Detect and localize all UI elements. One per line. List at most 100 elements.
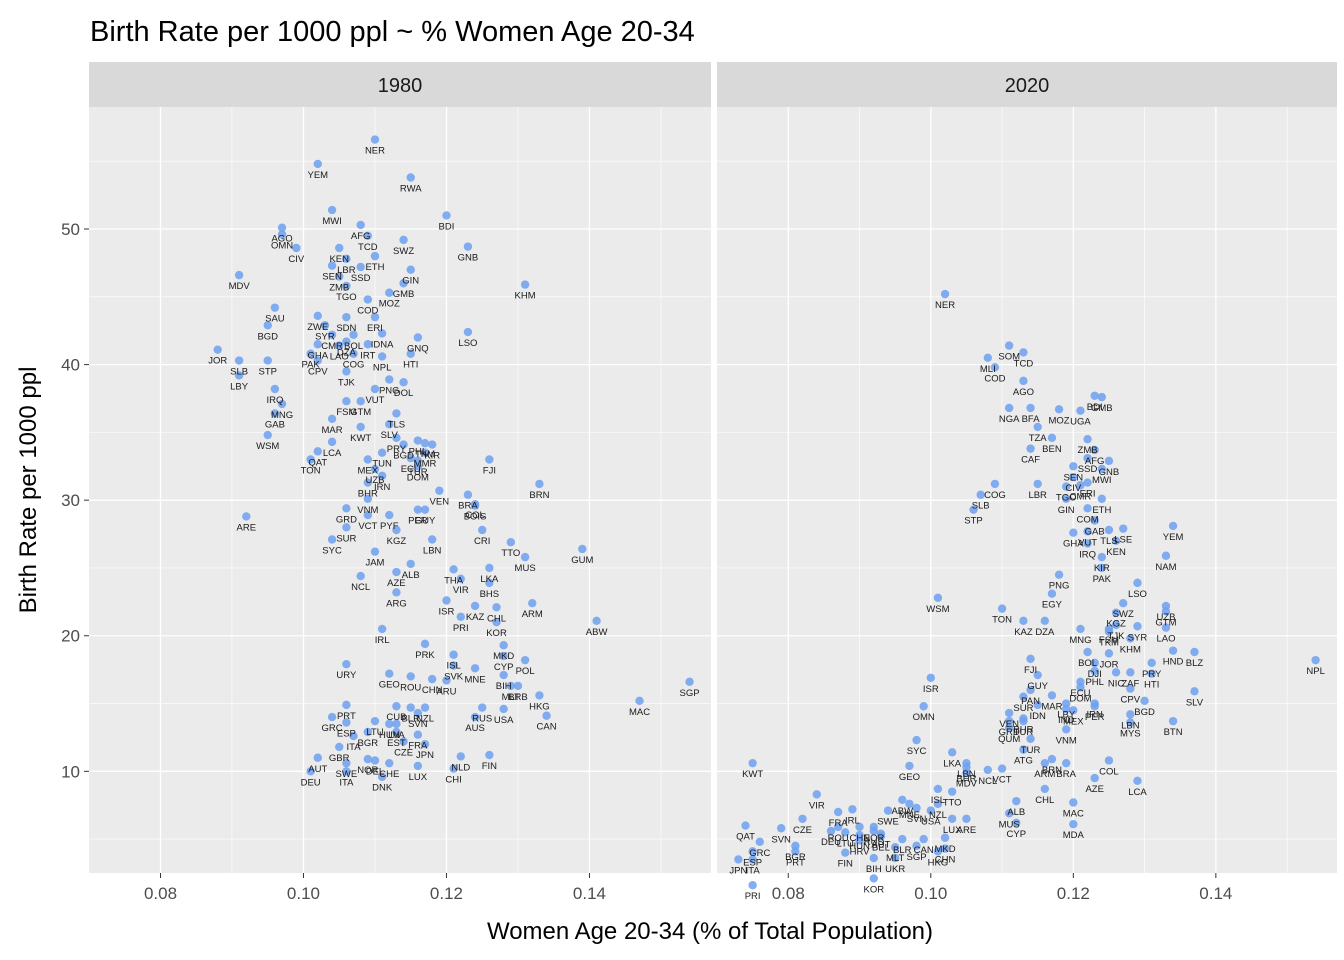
data-point <box>356 220 365 230</box>
data-point <box>449 650 458 659</box>
data-point <box>1069 798 1078 807</box>
point-label: GBR <box>329 753 350 764</box>
point-label: IRN <box>374 482 391 493</box>
point-label: NIC <box>1108 678 1125 689</box>
point-label: GRD <box>999 727 1020 738</box>
data-point <box>869 853 878 863</box>
point-label: COG <box>343 360 365 371</box>
point-label: CHI <box>445 775 461 786</box>
strip-label-1980: 1980 <box>378 75 423 97</box>
point-label: MAR <box>322 425 343 436</box>
data-point <box>370 312 380 322</box>
data-point <box>485 455 494 464</box>
data-point <box>912 735 921 745</box>
data-point <box>1097 563 1107 573</box>
point-label: KIR <box>424 451 440 462</box>
data-point <box>542 711 551 720</box>
point-label: MNE <box>899 810 920 821</box>
point-label: LTU <box>837 838 854 849</box>
point-label: GUM <box>571 555 593 566</box>
point-label: ITA <box>339 777 354 788</box>
point-label: YEM <box>1163 532 1184 543</box>
data-point <box>869 874 878 883</box>
point-label: ZAF <box>1121 678 1139 689</box>
data-point <box>420 448 430 457</box>
point-label: FSM <box>1099 635 1119 646</box>
point-label: MAR <box>1041 701 1062 712</box>
point-label: CMR <box>321 341 343 352</box>
data-point <box>1104 627 1114 636</box>
point-label: ABW <box>891 806 913 817</box>
data-point <box>349 330 358 339</box>
data-point <box>1097 464 1107 474</box>
point-label: BOL <box>344 341 363 352</box>
point-label: PRT <box>337 711 356 722</box>
point-label: CHN <box>935 855 956 866</box>
data-point <box>420 639 430 649</box>
point-label: VNM <box>357 505 378 516</box>
point-label: AFG <box>351 231 371 242</box>
point-label: VCT <box>358 521 377 532</box>
point-label: TTO <box>943 798 962 809</box>
point-label: UKR <box>885 864 905 875</box>
y-tick-label: 50 <box>61 220 80 239</box>
data-point <box>1069 706 1078 715</box>
point-label: JOR <box>1099 659 1118 670</box>
point-label: SGP <box>680 688 700 699</box>
point-label: GUY <box>1027 681 1048 692</box>
data-point <box>833 822 843 832</box>
data-point <box>270 303 280 312</box>
data-point <box>1026 654 1035 663</box>
point-label: SVN <box>408 719 428 730</box>
point-label: AUT <box>308 764 327 775</box>
data-point <box>313 340 322 349</box>
data-point <box>997 764 1007 773</box>
point-label: TGO <box>336 292 357 303</box>
data-point <box>463 490 473 499</box>
point-label: BHR <box>1013 724 1033 735</box>
data-point <box>776 824 786 833</box>
point-label: GHA <box>1063 539 1084 550</box>
point-label: PER <box>1085 712 1105 723</box>
y-axis: 10 20 30 40 50 <box>61 220 89 781</box>
point-label: IRN <box>1087 710 1104 721</box>
point-label: SVK <box>444 672 464 683</box>
data-point <box>463 327 473 337</box>
data-point <box>356 422 365 432</box>
point-label: FJI <box>1024 665 1037 676</box>
point-label: SGP <box>907 852 927 863</box>
data-point <box>1147 658 1156 668</box>
data-point <box>1061 494 1071 504</box>
data-point <box>456 612 465 621</box>
data-point <box>420 439 430 448</box>
data-point <box>1161 551 1171 560</box>
point-label: LCA <box>1128 787 1147 798</box>
data-point <box>427 440 437 449</box>
point-label: DOM <box>1069 693 1091 704</box>
data-point <box>392 719 401 729</box>
point-label: HTI <box>1144 680 1159 691</box>
x-tick-label: 0.14 <box>573 884 606 903</box>
x-tick-label: 0.10 <box>287 884 320 903</box>
data-point <box>492 603 501 612</box>
point-label: CAN <box>914 845 934 856</box>
point-label: AUT <box>871 840 890 851</box>
point-label: MMR <box>414 459 437 470</box>
data-point <box>1111 608 1121 617</box>
point-label: PYF <box>380 521 399 532</box>
data-point <box>349 349 358 358</box>
data-point <box>406 703 415 712</box>
point-label: LCA <box>323 448 342 459</box>
data-point <box>306 455 315 464</box>
point-label: MUS <box>999 819 1020 830</box>
point-label: ARM <box>522 609 543 620</box>
data-point <box>833 807 843 817</box>
point-label: VUT <box>1078 537 1097 548</box>
point-label: QUM <box>998 734 1020 745</box>
point-label: SOM <box>998 352 1020 363</box>
data-point <box>485 750 494 760</box>
data-point <box>234 270 244 280</box>
point-label: QAT <box>308 457 327 468</box>
